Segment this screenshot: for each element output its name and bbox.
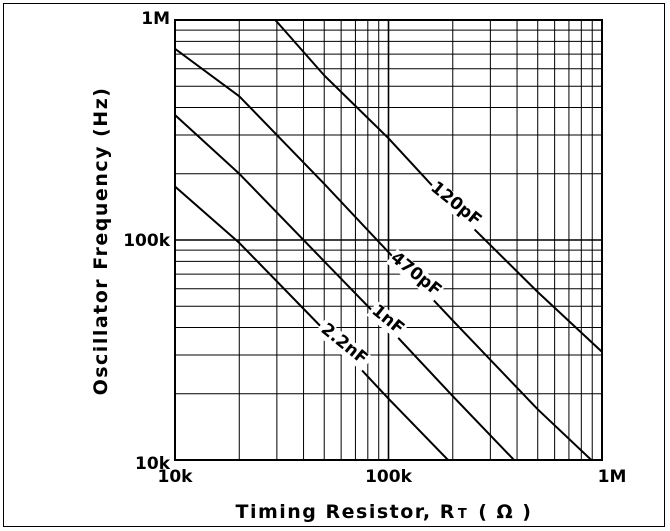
x-tick-label: 10k xyxy=(158,467,194,487)
curve-120pF xyxy=(274,20,602,353)
x-axis-label: Timing Resistor, R T ( Ω ) xyxy=(236,501,533,523)
chart-frame xyxy=(3,3,665,527)
y-tick-label: 1M xyxy=(141,9,170,29)
curve-label-120pF: 120pF xyxy=(427,178,486,231)
y-tick-labels: 10k 100k 1M xyxy=(123,9,170,474)
x-axis-label-main: Timing Resistor, R xyxy=(236,501,456,523)
y-axis-label: Oscillator Frequency (Hz) xyxy=(90,87,112,396)
x-tick-label: 100k xyxy=(365,467,412,487)
x-tick-label: 1M xyxy=(598,467,627,487)
y-tick-label: 100k xyxy=(123,231,170,251)
grid-lines xyxy=(174,19,603,461)
curve-1nF xyxy=(175,114,516,460)
curve-470pF xyxy=(175,47,593,460)
curve-2.2nF xyxy=(175,185,450,460)
curve-label-group: 2.2nF xyxy=(314,318,373,372)
curve-label-group: 120pF xyxy=(425,178,486,231)
x-tick-labels: 10k 100k 1M xyxy=(158,467,627,487)
curve-label-background xyxy=(366,301,409,340)
curve-label-background xyxy=(314,318,373,372)
x-axis-label-subscript: T xyxy=(458,507,468,522)
curve-label-background xyxy=(385,248,445,302)
plot-border xyxy=(174,19,603,461)
x-axis-label-unit: ( Ω ) xyxy=(478,501,532,523)
curve-label-background xyxy=(425,178,485,231)
curve-label-2.2nF: 2.2nF xyxy=(317,319,371,368)
y-tick-label: 10k xyxy=(135,454,171,474)
